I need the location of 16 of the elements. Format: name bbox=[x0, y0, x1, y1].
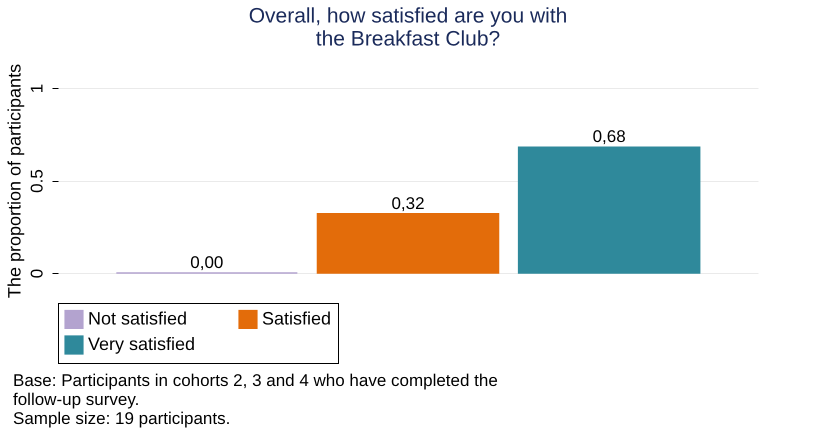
legend-label: Satisfied bbox=[262, 308, 332, 328]
data-label: 0,00 bbox=[190, 253, 224, 272]
legend-label: Very satisfied bbox=[88, 334, 196, 354]
bar bbox=[316, 213, 500, 274]
y-tick-label: 0.5 bbox=[28, 169, 46, 193]
text: Base: Participants in cohorts 2, 3 and 4 who have completed the bbox=[13, 371, 498, 390]
text: follow-up survey. bbox=[13, 390, 140, 409]
data-label: 0,32 bbox=[391, 194, 425, 213]
y-tick-label: 1 bbox=[28, 84, 46, 94]
bar bbox=[518, 146, 700, 274]
legend-label: Not satisfied bbox=[88, 308, 188, 328]
data-label: 0,68 bbox=[592, 127, 626, 146]
y-axis-title: The proportion of participants bbox=[4, 64, 24, 298]
text: Sample size: 19 participants. bbox=[13, 409, 230, 428]
y-tick-label: 0 bbox=[28, 268, 46, 278]
chart-title: Overall, how satisfied are you with the Breakfast Club? bbox=[248, 4, 568, 50]
